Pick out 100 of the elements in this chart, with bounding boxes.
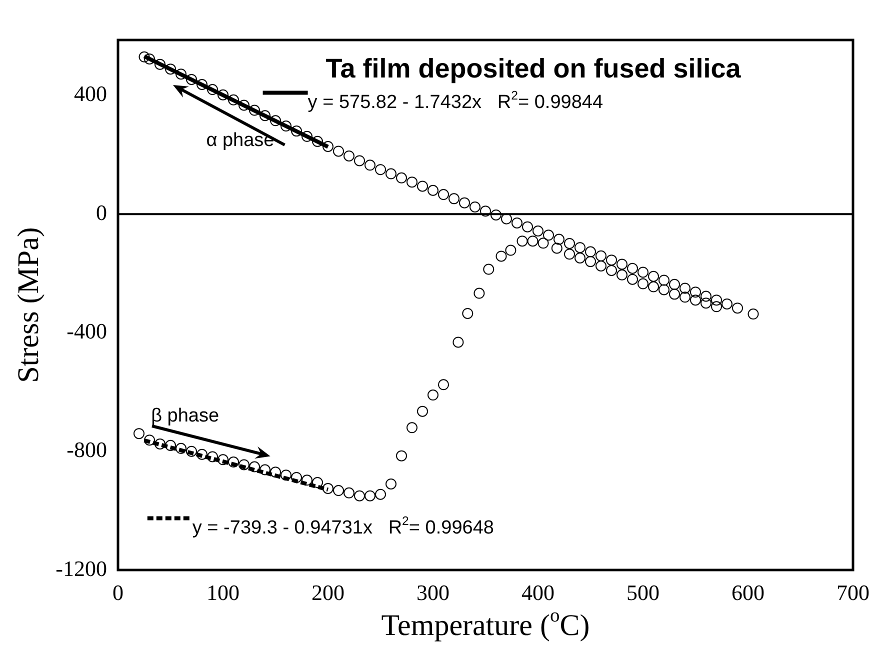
point — [344, 487, 354, 498]
point — [448, 193, 460, 204]
point — [616, 269, 628, 280]
point — [711, 294, 722, 306]
point — [474, 288, 485, 299]
y-axis-title: Stress (MPa) — [12, 227, 45, 383]
point — [658, 274, 670, 286]
point — [470, 201, 480, 212]
point — [538, 238, 549, 249]
point — [627, 262, 638, 274]
x-tick-label: 300 — [416, 580, 450, 605]
point — [428, 390, 438, 401]
point — [585, 256, 596, 268]
point — [554, 234, 564, 245]
point — [302, 130, 312, 142]
point — [527, 236, 538, 247]
point — [505, 244, 516, 256]
x-tick-label: 600 — [732, 580, 764, 605]
point — [532, 226, 544, 236]
point — [386, 168, 396, 180]
point — [196, 448, 208, 460]
point — [364, 160, 376, 171]
point — [238, 459, 250, 470]
point — [606, 254, 617, 266]
point — [218, 454, 228, 466]
point — [291, 472, 302, 483]
point — [480, 206, 491, 217]
point — [302, 474, 312, 486]
point — [428, 184, 438, 196]
point — [490, 209, 502, 220]
point — [260, 464, 270, 476]
point — [501, 213, 512, 224]
point — [375, 488, 386, 500]
point — [322, 482, 334, 494]
point — [690, 286, 701, 298]
point — [574, 242, 586, 254]
point — [154, 438, 166, 450]
point — [138, 51, 150, 62]
point — [648, 281, 659, 292]
point — [732, 302, 743, 314]
point — [386, 478, 396, 490]
point — [218, 89, 228, 100]
point — [196, 78, 208, 90]
point — [291, 126, 302, 137]
point — [207, 451, 218, 462]
point — [375, 164, 386, 176]
point — [144, 53, 155, 64]
point — [406, 422, 418, 434]
point — [260, 110, 270, 122]
point — [564, 248, 575, 260]
point — [134, 428, 144, 440]
point — [228, 456, 239, 468]
point — [438, 379, 449, 390]
point — [417, 406, 428, 417]
point — [249, 104, 260, 116]
point — [596, 250, 606, 262]
point — [396, 172, 407, 184]
point — [165, 64, 176, 75]
point — [312, 477, 323, 488]
y-tick-label: -400 — [66, 318, 107, 344]
point — [364, 490, 376, 502]
point — [462, 308, 474, 319]
point — [238, 100, 250, 111]
point — [459, 197, 470, 208]
text: Ta film deposited on fused silica — [326, 53, 742, 84]
point — [680, 292, 690, 303]
point — [516, 236, 528, 247]
point — [417, 180, 428, 192]
point — [333, 485, 344, 496]
point — [280, 120, 292, 132]
point — [312, 136, 323, 147]
annotation: β phase — [151, 406, 220, 427]
point — [748, 308, 759, 320]
point — [722, 298, 732, 310]
point — [270, 115, 281, 126]
point — [165, 440, 176, 451]
point — [438, 189, 449, 200]
point — [711, 301, 722, 312]
y-tick-label: -1200 — [56, 556, 107, 581]
point — [176, 442, 186, 454]
y-tick-label: 400 — [74, 81, 107, 106]
x-tick-label: 0 — [112, 580, 124, 605]
point — [543, 230, 554, 241]
point — [648, 270, 659, 282]
x-tick-label: 500 — [626, 580, 660, 605]
y-tick-label: 0 — [96, 200, 107, 225]
point — [207, 84, 218, 96]
point — [249, 461, 260, 472]
point — [496, 250, 507, 262]
point — [154, 58, 166, 70]
y-tick-label: -800 — [66, 437, 107, 462]
x-tick-label: 100 — [206, 580, 240, 605]
point — [638, 278, 648, 290]
point — [396, 450, 407, 462]
point — [669, 278, 680, 290]
x-tick-label: 400 — [522, 580, 554, 605]
point — [638, 266, 648, 278]
point — [512, 217, 522, 228]
point — [228, 94, 239, 106]
point — [483, 264, 494, 275]
